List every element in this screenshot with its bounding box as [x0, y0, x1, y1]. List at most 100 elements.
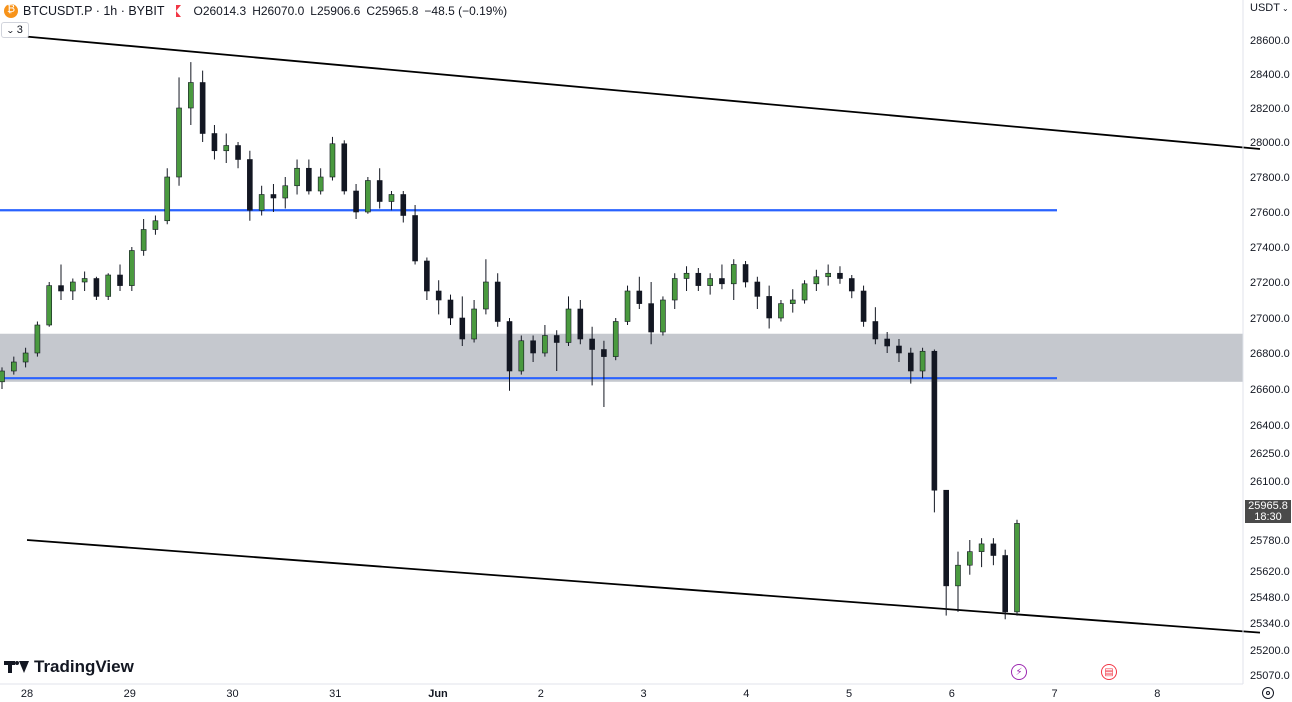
candle-body [435, 290, 442, 301]
candle [176, 77, 182, 186]
bitcoin-icon [4, 3, 18, 18]
candle [81, 271, 88, 291]
candle-body [730, 264, 737, 285]
candle [412, 205, 418, 265]
candle-body [872, 321, 879, 340]
candle-body [412, 215, 418, 262]
candle-body [624, 290, 631, 322]
candle [341, 140, 348, 195]
us-flag-event-icon[interactable]: ▤ [1101, 664, 1117, 680]
candle-body [459, 317, 466, 340]
candle [860, 285, 867, 327]
candle [955, 551, 961, 612]
candle [494, 273, 501, 327]
candle-body [329, 143, 336, 178]
candle-body [943, 489, 949, 587]
candle [483, 259, 489, 315]
candle [1014, 519, 1020, 616]
candle-body [70, 281, 76, 292]
price-tick-label: 25070.0 [1250, 670, 1290, 682]
candle-body [294, 167, 300, 187]
candle-body [341, 143, 348, 192]
candles [0, 62, 1020, 620]
candle-body [58, 285, 64, 292]
candle [707, 273, 713, 295]
candle-body [1002, 555, 1008, 613]
candle-body [860, 290, 867, 322]
last-price: 25965.8 [1248, 499, 1288, 512]
candle [990, 538, 997, 566]
price-tick-label: 25480.0 [1250, 592, 1290, 604]
candle [565, 296, 572, 346]
flag-icon[interactable] [176, 5, 182, 17]
time-tick-label: 3 [640, 688, 646, 700]
candle [70, 278, 76, 300]
candle-body [317, 176, 324, 192]
gear-icon[interactable] [1262, 687, 1274, 699]
price-tick-label: 28000.0 [1250, 137, 1290, 149]
candle [223, 133, 230, 163]
candle-body [176, 107, 182, 178]
candle-body [778, 303, 784, 319]
price-tick-label: 26800.0 [1250, 348, 1290, 360]
candle [530, 335, 536, 362]
time-tick-label: 7 [1051, 688, 1057, 700]
support-zone-rect [0, 333, 1243, 382]
candle [612, 318, 619, 361]
candle [671, 273, 678, 309]
candle-body [683, 272, 690, 279]
bar-countdown: 18:30 [1254, 510, 1282, 523]
candle [966, 540, 973, 575]
candle [931, 349, 938, 513]
candle [742, 261, 749, 288]
candle [317, 168, 324, 195]
time-tick-label: 28 [21, 688, 33, 700]
tradingview-logo[interactable]: TradingView [4, 657, 134, 677]
candle-body [825, 272, 831, 278]
trend-line-lower [26, 539, 1261, 634]
candle [730, 259, 737, 300]
candle [837, 266, 843, 284]
candle [624, 285, 631, 325]
candle [117, 264, 123, 291]
candle-body [837, 272, 843, 279]
ohlc-high: H26070.0 [252, 4, 305, 18]
candle-body [931, 350, 938, 491]
candle [789, 289, 796, 313]
candle [695, 268, 702, 291]
candle [907, 347, 914, 384]
ohlc-open: O26014.3 [193, 4, 247, 18]
candle-body [247, 159, 253, 211]
candle-body [93, 278, 100, 297]
candle [884, 332, 890, 353]
time-tick-label: 2 [538, 688, 544, 700]
candle-body [553, 335, 560, 343]
candle-body [766, 296, 772, 319]
currency-selector[interactable]: USDT ⌄ [1250, 2, 1289, 14]
candle-body [518, 340, 525, 372]
candle-body [22, 352, 29, 363]
price-tick-label: 26100.0 [1250, 476, 1290, 488]
candle [459, 296, 466, 346]
candle-body [884, 338, 890, 347]
candle-body [542, 335, 548, 354]
candle [813, 269, 820, 291]
candle-body [896, 345, 902, 354]
candle [152, 215, 159, 235]
candle [388, 191, 395, 211]
lightning-event-icon[interactable]: ⚡ [1011, 664, 1027, 680]
candle [199, 70, 206, 142]
candle [93, 276, 100, 300]
candle-body [565, 308, 572, 343]
candle-body [282, 185, 289, 199]
price-tick-label: 27600.0 [1250, 207, 1290, 219]
symbol-label[interactable]: BTCUSDT.P · 1h · BYBIT [23, 4, 165, 18]
candle-body [152, 220, 159, 230]
indicators-toggle-button[interactable]: ⌄ 3 [1, 22, 29, 38]
candle-body [306, 167, 312, 192]
candle [778, 300, 784, 322]
ohlc-close: C25965.8 [366, 4, 419, 18]
time-tick-label: 5 [846, 688, 852, 700]
candle-body [388, 194, 395, 202]
